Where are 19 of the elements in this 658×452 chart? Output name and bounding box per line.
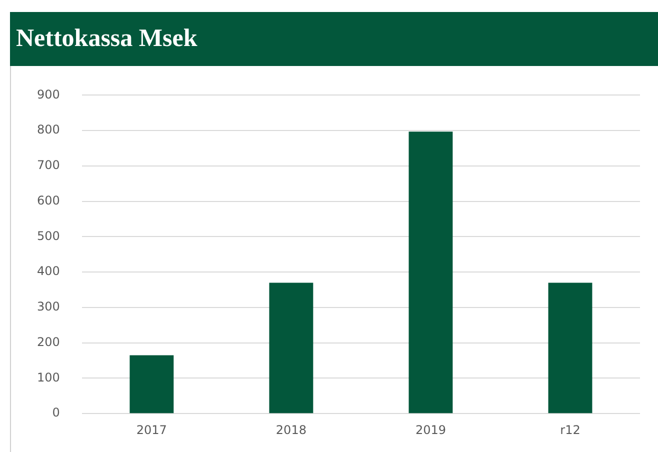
y-tick-label: 900	[37, 87, 60, 102]
bar	[548, 282, 592, 414]
x-tick-label: 2018	[276, 422, 306, 437]
x-tick-label: 2017	[136, 422, 167, 437]
x-tick-label: r12	[560, 422, 580, 437]
y-tick-label: 0	[52, 406, 60, 420]
y-tick-label: 100	[37, 370, 60, 384]
chart-title: Nettokassa Msek	[10, 12, 658, 66]
y-tick-label: 200	[37, 334, 60, 349]
y-tick-label: 600	[37, 193, 60, 208]
y-tick-label: 700	[37, 158, 60, 172]
y-tick-label: 500	[37, 228, 60, 243]
x-tick-label: 2019	[415, 422, 446, 437]
bar	[408, 132, 453, 414]
bar	[269, 282, 314, 414]
bar	[130, 355, 174, 414]
y-tick-label: 400	[37, 264, 60, 278]
y-tick-label: 300	[37, 300, 60, 314]
y-tick-label: 800	[37, 122, 60, 137]
